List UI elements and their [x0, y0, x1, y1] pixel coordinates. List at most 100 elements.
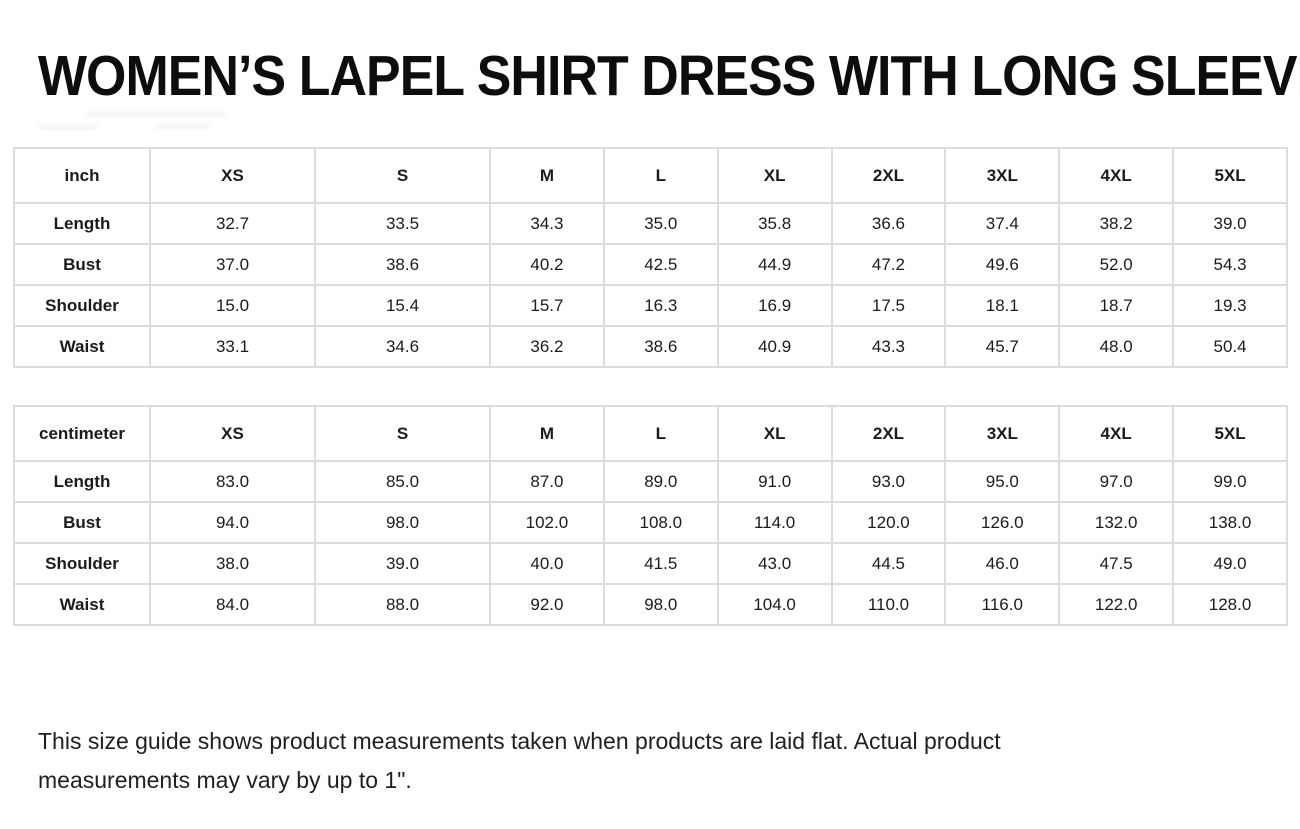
measurement-cell: 35.0: [602, 202, 719, 245]
size-column-header-2xl: 2XL: [830, 405, 947, 462]
measurement-row-shoulder: Shoulder 38.0 39.0 40.0 41.5 43.0 44.5 46.0 47.5…: [13, 542, 1288, 585]
size-column-header-l: L: [602, 147, 719, 204]
measurement-cell: 40.0: [489, 542, 605, 585]
faded-watermark-artifact: [155, 124, 210, 129]
measurement-cell: 99.0: [1172, 460, 1288, 503]
measurement-row-bust: Bust 37.0 38.6 40.2 42.5 44.9 47.2 49.6 52.0 54.3: [13, 243, 1288, 286]
size-column-header-4xl: 4XL: [1058, 405, 1175, 462]
row-label: Length: [13, 460, 151, 503]
measurement-cell: 16.3: [602, 284, 719, 327]
measurement-cell: 91.0: [716, 460, 833, 503]
size-column-header-m: M: [489, 405, 605, 462]
size-column-header-xs: XS: [149, 405, 316, 462]
measurement-row-shoulder: Shoulder 15.0 15.4 15.7 16.3 16.9 17.5 18.1 18.7…: [13, 284, 1288, 327]
measurement-cell: 45.7: [944, 325, 1061, 368]
measurement-cell: 15.7: [489, 284, 605, 327]
size-column-header-4xl: 4XL: [1058, 147, 1175, 204]
measurement-cell: 97.0: [1058, 460, 1175, 503]
measurement-cell: 38.6: [602, 325, 719, 368]
size-column-header-2xl: 2XL: [830, 147, 947, 204]
measurement-cell: 40.2: [489, 243, 605, 286]
faded-watermark-artifact: [38, 125, 98, 130]
measurement-cell: 34.3: [489, 202, 605, 245]
measurement-cell: 44.5: [830, 542, 947, 585]
measurement-cell: 85.0: [314, 460, 491, 503]
page-title: WOMEN’S LAPEL SHIRT DRESS WITH LONG SLEE…: [38, 44, 1300, 108]
size-column-header-l: L: [602, 405, 719, 462]
measurement-cell: 15.4: [314, 284, 491, 327]
measurement-cell: 52.0: [1058, 243, 1175, 286]
unit-label: centimeter: [13, 405, 151, 462]
size-column-header-s: S: [314, 405, 491, 462]
measurement-cell: 18.7: [1058, 284, 1175, 327]
measurement-cell: 122.0: [1058, 583, 1175, 626]
inch-size-table: inch XS S M L XL 2XL 3XL 4XL 5XL Length 32.7 33.5 34.…: [13, 147, 1288, 368]
measurement-cell: 38.2: [1058, 202, 1175, 245]
measurement-cell: 54.3: [1172, 243, 1288, 286]
size-column-header-3xl: 3XL: [944, 405, 1061, 462]
faded-watermark-artifact: [86, 112, 226, 117]
measurement-row-length: Length 32.7 33.5 34.3 35.0 35.8 36.6 37.4 38.2 39…: [13, 202, 1288, 245]
measurement-cell: 132.0: [1058, 501, 1175, 544]
measurement-row-waist: Waist 84.0 88.0 92.0 98.0 104.0 110.0 116.0 122.…: [13, 583, 1288, 626]
row-label: Bust: [13, 243, 151, 286]
measurement-cell: 49.6: [944, 243, 1061, 286]
measurement-cell: 36.2: [489, 325, 605, 368]
size-guide-note: This size guide shows product measuremen…: [38, 728, 1001, 793]
measurement-cell: 43.3: [830, 325, 947, 368]
measurement-cell: 102.0: [489, 501, 605, 544]
measurement-cell: 87.0: [489, 460, 605, 503]
measurement-cell: 114.0: [716, 501, 833, 544]
unit-label: inch: [13, 147, 151, 204]
measurement-cell: 48.0: [1058, 325, 1175, 368]
measurement-cell: 35.8: [716, 202, 833, 245]
measurement-cell: 84.0: [149, 583, 316, 626]
size-header-row: centimeter XS S M L XL 2XL 3XL 4XL 5XL: [13, 405, 1288, 462]
measurement-cell: 98.0: [602, 583, 719, 626]
size-column-header-xl: XL: [716, 147, 833, 204]
measurement-cell: 38.0: [149, 542, 316, 585]
measurement-cell: 15.0: [149, 284, 316, 327]
row-label: Length: [13, 202, 151, 245]
size-header-row: inch XS S M L XL 2XL 3XL 4XL 5XL: [13, 147, 1288, 204]
measurement-cell: 88.0: [314, 583, 491, 626]
row-label: Bust: [13, 501, 151, 544]
size-column-header-xs: XS: [149, 147, 316, 204]
measurement-cell: 108.0: [602, 501, 719, 544]
measurement-cell: 33.5: [314, 202, 491, 245]
measurement-cell: 38.6: [314, 243, 491, 286]
measurement-cell: 19.3: [1172, 284, 1288, 327]
measurement-row-bust: Bust 94.0 98.0 102.0 108.0 114.0 120.0 126.0 132…: [13, 501, 1288, 544]
measurement-cell: 16.9: [716, 284, 833, 327]
measurement-cell: 98.0: [314, 501, 491, 544]
row-label: Shoulder: [13, 542, 151, 585]
size-column-header-s: S: [314, 147, 491, 204]
measurement-cell: 83.0: [149, 460, 316, 503]
size-column-header-5xl: 5XL: [1172, 405, 1288, 462]
measurement-cell: 93.0: [830, 460, 947, 503]
measurement-cell: 49.0: [1172, 542, 1288, 585]
measurement-cell: 37.0: [149, 243, 316, 286]
measurement-cell: 47.2: [830, 243, 947, 286]
measurement-cell: 40.9: [716, 325, 833, 368]
measurement-row-length: Length 83.0 85.0 87.0 89.0 91.0 93.0 95.0 97.0 99…: [13, 460, 1288, 503]
measurement-cell: 126.0: [944, 501, 1061, 544]
measurement-cell: 33.1: [149, 325, 316, 368]
row-label: Waist: [13, 325, 151, 368]
measurement-cell: 95.0: [944, 460, 1061, 503]
measurement-cell: 50.4: [1172, 325, 1288, 368]
measurement-cell: 104.0: [716, 583, 833, 626]
measurement-cell: 94.0: [149, 501, 316, 544]
measurement-cell: 39.0: [314, 542, 491, 585]
size-column-header-5xl: 5XL: [1172, 147, 1288, 204]
size-column-header-3xl: 3XL: [944, 147, 1061, 204]
measurement-cell: 110.0: [830, 583, 947, 626]
measurement-cell: 46.0: [944, 542, 1061, 585]
measurement-cell: 17.5: [830, 284, 947, 327]
measurement-cell: 18.1: [944, 284, 1061, 327]
measurement-cell: 138.0: [1172, 501, 1288, 544]
centimeter-size-table: centimeter XS S M L XL 2XL 3XL 4XL 5XL Length 83.0 8…: [13, 405, 1288, 626]
measurement-cell: 41.5: [602, 542, 719, 585]
measurement-cell: 128.0: [1172, 583, 1288, 626]
